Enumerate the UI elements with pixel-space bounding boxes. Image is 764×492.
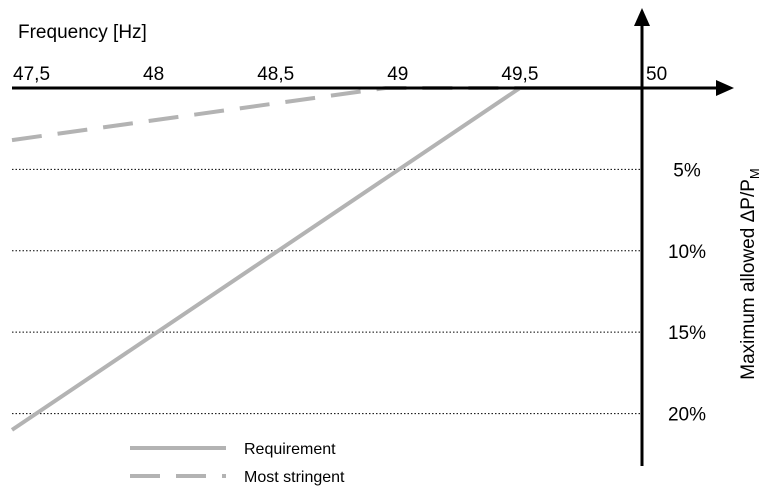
y-axis-arrowhead	[634, 8, 650, 26]
x-tick-label: 50	[646, 64, 667, 85]
legend: Requirement Most stringent	[130, 441, 345, 486]
y-axis-title: Maximum allowed ΔP/PM	[738, 168, 762, 380]
y-tick-label: 20%	[668, 405, 706, 426]
x-tick-label: 49,5	[501, 64, 538, 85]
series-line-2	[11, 86, 642, 143]
y-axis-title-main: Maximum allowed ΔP/P	[738, 179, 759, 380]
x-axis-arrowhead	[716, 80, 734, 96]
y-tick-label: 15%	[668, 323, 706, 344]
x-tick-label: 48	[143, 64, 164, 85]
x-tick-label: 48,5	[257, 64, 294, 85]
series-lines	[10, 86, 642, 432]
series-line-1	[10, 86, 642, 432]
y-tick-label: 10%	[668, 242, 706, 263]
x-axis-title: Frequency [Hz]	[18, 22, 147, 43]
y-axis-title-subscript: M	[747, 168, 762, 179]
x-tick-labels: 47,5 48 48,5 49 49,5 50	[13, 64, 667, 85]
legend-label-1: Requirement	[244, 441, 336, 458]
x-tick-label: 47,5	[13, 64, 50, 85]
y-tick-labels: 5% 10% 15% 20%	[668, 160, 706, 425]
y-tick-label: 5%	[673, 160, 701, 181]
gridlines	[12, 168, 642, 415]
legend-label-2: Most stringent	[244, 469, 345, 486]
x-tick-label: 49	[387, 64, 408, 85]
